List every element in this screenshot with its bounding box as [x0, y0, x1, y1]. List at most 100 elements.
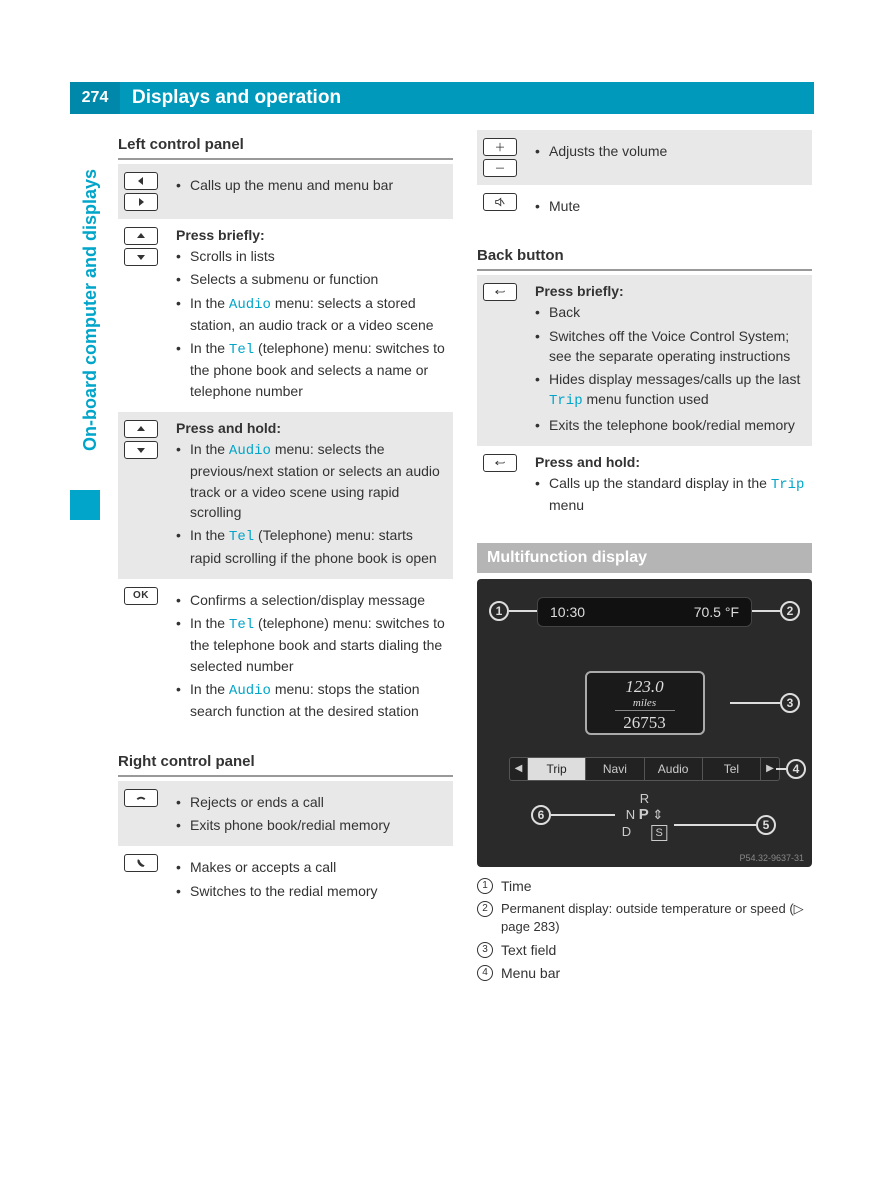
- text: In the Tel (telephone) menu: switches to…: [176, 338, 447, 401]
- side-tab-marker: [70, 490, 100, 520]
- keyword-audio: Audio: [229, 297, 271, 313]
- text: Switches to the redial memory: [176, 881, 447, 901]
- mfd-distance: 123.0: [587, 677, 703, 697]
- lead: Press briefly:: [176, 227, 447, 243]
- text: Exits the telephone book/redial memory: [535, 415, 806, 435]
- text: Rejects or ends a call: [176, 792, 447, 812]
- minus-icon: －: [483, 159, 517, 177]
- text: In the Audio menu: stops the station sea…: [176, 679, 447, 722]
- mfd-menu-bar: ◀ Trip Navi Audio Tel ▶: [509, 757, 780, 781]
- mfd-tab-navi: Navi: [586, 758, 644, 780]
- text: In the Audio menu: selects a stored stat…: [176, 293, 447, 336]
- legend-text: Text field: [501, 941, 556, 961]
- text: Adjusts the volume: [535, 141, 806, 161]
- keyword-trip: Trip: [771, 477, 805, 493]
- page-content: Left control panel Calls up the menu and…: [118, 130, 812, 988]
- arrow-up-icon: [124, 420, 158, 438]
- mfd-tab-tel: Tel: [703, 758, 761, 780]
- mfd-gear: R N P ⇕ DS: [622, 791, 667, 841]
- mute-icon: [483, 193, 517, 211]
- callout-6: 6: [531, 805, 551, 825]
- text: Back: [535, 302, 806, 322]
- legend-num: 1: [477, 878, 493, 894]
- left-row-updown-brief: Press briefly: Scrolls in lists Selects …: [118, 219, 453, 412]
- keyword-tel: Tel: [229, 342, 254, 358]
- ok-button-icon: OK: [124, 587, 158, 605]
- text: Mute: [535, 196, 806, 216]
- mfd-center: 123.0 miles 26753: [585, 671, 705, 735]
- back-icon: [483, 283, 517, 301]
- right-row-pickup: Makes or accepts a call Switches to the …: [118, 846, 453, 912]
- text: In the Tel (telephone) menu: switches to…: [176, 613, 447, 676]
- right-top-volume: ＋ － Adjusts the volume: [477, 130, 812, 185]
- lead: Press briefly:: [535, 283, 806, 299]
- left-row-leftrightarrow: Calls up the menu and menu bar: [118, 164, 453, 219]
- text: Calls up the menu and menu bar: [176, 175, 447, 195]
- text: Hides display messages/calls up the last…: [535, 369, 806, 412]
- legend-num: 2: [477, 901, 493, 917]
- text: In the Audio menu: selects the previous/…: [176, 439, 447, 522]
- arrow-down-icon: [124, 441, 158, 459]
- text: Selects a submenu or function: [176, 269, 447, 289]
- arrow-down-icon: [124, 248, 158, 266]
- lead: Press and hold:: [535, 454, 806, 470]
- left-row-ok: OK Confirms a selection/display message …: [118, 579, 453, 733]
- mfd-tab-audio: Audio: [645, 758, 703, 780]
- left-row-updown-hold: Press and hold: In the Audio menu: selec…: [118, 412, 453, 579]
- legend-text: Permanent display: outside temperature o…: [501, 900, 812, 936]
- page-header: 274 Displays and operation: [70, 82, 814, 114]
- right-top-mute: Mute: [477, 185, 812, 227]
- header-title: Displays and operation: [132, 87, 341, 109]
- callout-2: 2: [780, 601, 800, 621]
- left-panel-heading: Left control panel: [118, 130, 453, 160]
- right-row-hangup: Rejects or ends a call Exits phone book/…: [118, 781, 453, 847]
- mfd-unit: miles: [615, 697, 675, 711]
- keyword-audio: Audio: [229, 443, 271, 459]
- right-column: ＋ － Adjusts the volume Mute Back button …: [477, 130, 812, 988]
- right-panel-heading: Right control panel: [118, 747, 453, 777]
- legend-text: Time: [501, 877, 532, 897]
- back-button-heading: Back button: [477, 241, 812, 271]
- mfd-odo: 26753: [587, 713, 703, 733]
- back-row-hold: Press and hold: Calls up the standard di…: [477, 446, 812, 527]
- phone-hangup-icon: [124, 789, 158, 807]
- keyword-trip: Trip: [549, 393, 583, 409]
- tab-arrow-left-icon: ◀: [510, 758, 528, 780]
- text: Confirms a selection/display message: [176, 590, 447, 610]
- arrow-left-icon: [124, 172, 158, 190]
- legend-text: Menu bar: [501, 964, 560, 984]
- mfd-legend: 1 Time 2 Permanent display: outside temper…: [477, 877, 812, 984]
- legend-num: 3: [477, 942, 493, 958]
- callout-1: 1: [489, 601, 509, 621]
- back-row-brief: Press briefly: Back Switches off the Voi…: [477, 275, 812, 446]
- text: Makes or accepts a call: [176, 857, 447, 877]
- text: Calls up the standard display in the Tri…: [535, 473, 806, 516]
- arrow-right-icon: [124, 193, 158, 211]
- mfd-temp: 70.5 °F: [694, 604, 739, 620]
- left-column: Left control panel Calls up the menu and…: [118, 130, 453, 988]
- multifunction-display: 10:30 70.5 °F 123.0 miles 26753 ◀ Trip N…: [477, 579, 812, 867]
- mfd-image-id: P54.32-9637-31: [739, 853, 804, 863]
- phone-pickup-icon: [124, 854, 158, 872]
- page-number: 274: [70, 82, 120, 114]
- callout-5: 5: [756, 815, 776, 835]
- mfd-tab-trip: Trip: [528, 758, 586, 780]
- callout-3: 3: [780, 693, 800, 713]
- keyword-tel: Tel: [229, 617, 254, 633]
- side-tab-label: On-board computer and displays: [80, 145, 98, 475]
- keyword-audio: Audio: [229, 683, 271, 699]
- text: Exits phone book/redial memory: [176, 815, 447, 835]
- mfd-banner: Multifunction display: [477, 543, 812, 573]
- text: In the Tel (Telephone) menu: starts rapi…: [176, 525, 447, 568]
- text: Scrolls in lists: [176, 246, 447, 266]
- arrow-up-icon: [124, 227, 158, 245]
- keyword-tel: Tel: [229, 529, 254, 545]
- callout-4: 4: [786, 759, 806, 779]
- mfd-top-bar: 10:30 70.5 °F: [537, 597, 752, 627]
- mfd-time: 10:30: [550, 604, 585, 620]
- text: Switches off the Voice Control System; s…: [535, 326, 806, 367]
- back-icon: [483, 454, 517, 472]
- legend-num: 4: [477, 965, 493, 981]
- plus-icon: ＋: [483, 138, 517, 156]
- lead: Press and hold:: [176, 420, 447, 436]
